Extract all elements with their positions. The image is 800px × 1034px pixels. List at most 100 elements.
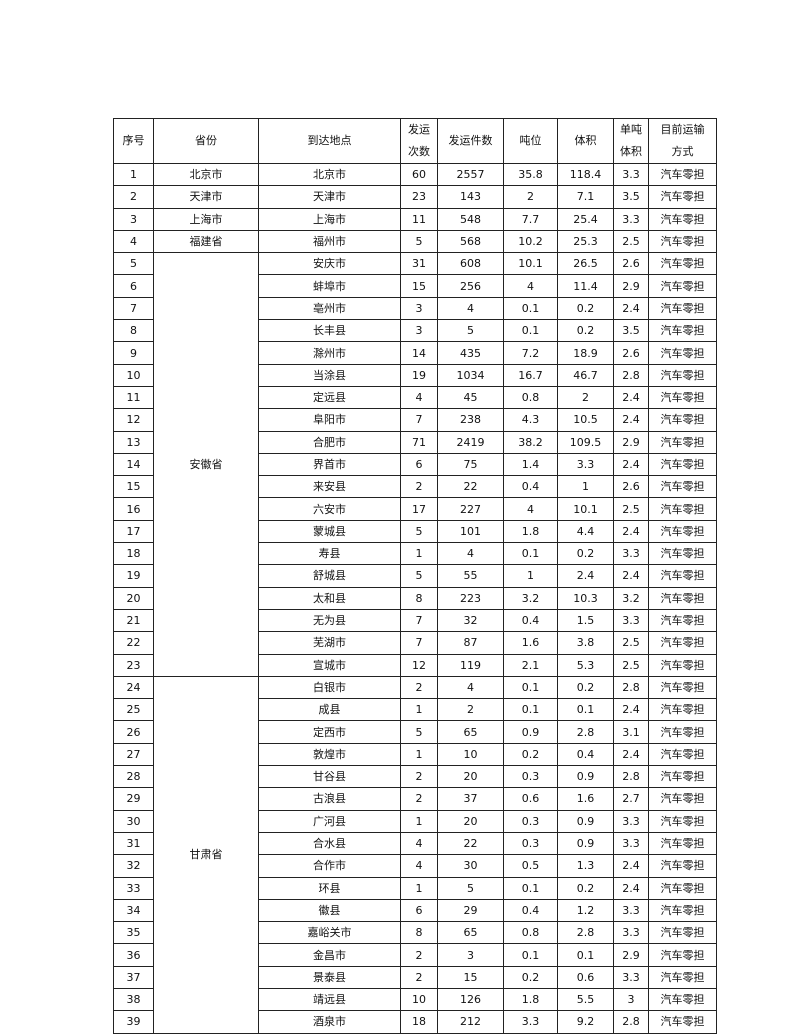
transport-mode-cell: 汽车零担 xyxy=(648,207,717,231)
volume-cell: 10.3 xyxy=(557,586,614,610)
table-row: 16 六安市 17 227 4 10.1 2.5 汽车零担 xyxy=(113,497,717,521)
index-cell: 34 xyxy=(113,898,154,923)
trips-cell: 60 xyxy=(400,162,438,187)
index-cell: 37 xyxy=(113,965,154,989)
tonnage-cell: 3.2 xyxy=(503,586,558,610)
tonnage-cell: 0.1 xyxy=(503,698,558,722)
trips-cell: 11 xyxy=(400,207,438,231)
volume-per-ton-cell: 3.3 xyxy=(613,162,649,187)
volume-cell: 5.3 xyxy=(557,653,614,677)
header-col-transport-mode: 目前运输 方式 xyxy=(648,118,717,164)
index-cell: 6 xyxy=(113,274,154,298)
destination-cell: 定西市 xyxy=(258,720,401,744)
table-row: 34 徽县 6 29 0.4 1.2 3.3 汽车零担 xyxy=(113,898,717,923)
index-cell: 3 xyxy=(113,207,154,231)
tonnage-cell: 10.1 xyxy=(503,252,558,276)
volume-cell: 0.1 xyxy=(557,698,614,722)
volume-cell: 18.9 xyxy=(557,341,614,365)
index-cell: 14 xyxy=(113,452,154,477)
volume-per-ton-cell: 2.5 xyxy=(613,229,649,254)
table-row: 30 广河县 1 20 0.3 0.9 3.3 汽车零担 xyxy=(113,809,717,833)
destination-cell: 嘉峪关市 xyxy=(258,921,401,945)
table-row: 1 北京市 北京市 60 2557 35.8 118.4 3.3 汽车零担 xyxy=(113,162,717,187)
volume-per-ton-cell: 2.6 xyxy=(613,341,649,365)
transport-mode-cell: 汽车零担 xyxy=(648,564,717,588)
transport-mode-cell: 汽车零担 xyxy=(648,475,717,499)
transport-mode-cell: 汽车零担 xyxy=(648,274,717,298)
destination-cell: 蒙城县 xyxy=(258,519,401,544)
trips-cell: 7 xyxy=(400,608,438,633)
trips-cell: 14 xyxy=(400,341,438,365)
volume-per-ton-cell: 2.5 xyxy=(613,631,649,655)
tonnage-cell: 4.3 xyxy=(503,408,558,432)
destination-cell: 芜湖市 xyxy=(258,631,401,655)
trips-cell: 6 xyxy=(400,898,438,923)
volume-per-ton-cell: 2.8 xyxy=(613,765,649,789)
destination-cell: 上海市 xyxy=(258,207,401,231)
pieces-cell: 20 xyxy=(437,809,504,833)
tonnage-cell: 0.4 xyxy=(503,608,558,633)
tonnage-cell: 0.6 xyxy=(503,787,558,811)
pieces-cell: 5 xyxy=(437,319,504,343)
destination-cell: 合作市 xyxy=(258,854,401,878)
volume-cell: 1 xyxy=(557,475,614,499)
volume-cell: 5.5 xyxy=(557,987,614,1012)
volume-per-ton-cell: 2.7 xyxy=(613,787,649,811)
table-row: 18 寿县 1 4 0.1 0.2 3.3 汽车零担 xyxy=(113,542,717,566)
volume-cell: 2 xyxy=(557,385,614,410)
tonnage-cell: 38.2 xyxy=(503,430,558,454)
destination-cell: 合水县 xyxy=(258,831,401,856)
transport-mode-cell: 汽车零担 xyxy=(648,296,717,321)
volume-cell: 11.4 xyxy=(557,274,614,298)
pieces-cell: 75 xyxy=(437,452,504,477)
transport-mode-cell: 汽车零担 xyxy=(648,385,717,410)
table-row: 5 安徽省 安庆市 31 608 10.1 26.5 2.6 汽车零担 xyxy=(113,252,717,677)
province-cell: 天津市 xyxy=(153,185,259,209)
destination-cell: 来安县 xyxy=(258,475,401,499)
tonnage-cell: 10.2 xyxy=(503,229,558,254)
index-cell: 29 xyxy=(113,787,154,811)
volume-per-ton-cell: 2.9 xyxy=(613,430,649,454)
destination-cell: 舒城县 xyxy=(258,564,401,588)
volume-per-ton-cell: 3.2 xyxy=(613,586,649,610)
transport-mode-cell: 汽车零担 xyxy=(648,341,717,365)
pieces-cell: 143 xyxy=(437,185,504,209)
transport-mode-cell: 汽车零担 xyxy=(648,631,717,655)
tonnage-cell: 0.4 xyxy=(503,475,558,499)
transport-mode-cell: 汽车零担 xyxy=(648,162,717,187)
trips-cell: 2 xyxy=(400,943,438,967)
index-cell: 26 xyxy=(113,720,154,744)
destination-cell: 白银市 xyxy=(258,675,401,700)
volume-cell: 0.2 xyxy=(557,542,614,566)
destination-cell: 蚌埠市 xyxy=(258,274,401,298)
trips-cell: 17 xyxy=(400,497,438,521)
trips-cell: 15 xyxy=(400,274,438,298)
index-cell: 19 xyxy=(113,564,154,588)
table-row: 29 古浪县 2 37 0.6 1.6 2.7 汽车零担 xyxy=(113,787,717,811)
table-row: 3 上海市 上海市 11 548 7.7 25.4 3.3 汽车零担 xyxy=(113,207,717,231)
volume-cell: 10.5 xyxy=(557,408,614,432)
volume-per-ton-cell: 2.9 xyxy=(613,943,649,967)
trips-cell: 2 xyxy=(400,965,438,989)
volume-per-ton-cell: 3.1 xyxy=(613,720,649,744)
table-row: 26 定西市 5 65 0.9 2.8 3.1 汽车零担 xyxy=(113,720,717,744)
tonnage-cell: 0.8 xyxy=(503,921,558,945)
transport-mode-cell: 汽车零担 xyxy=(648,185,717,209)
pieces-cell: 65 xyxy=(437,921,504,945)
trips-cell: 12 xyxy=(400,653,438,677)
trips-cell: 1 xyxy=(400,542,438,566)
trips-cell: 5 xyxy=(400,720,438,744)
trips-cell: 7 xyxy=(400,408,438,432)
volume-cell: 2.8 xyxy=(557,720,614,744)
tonnage-cell: 1.8 xyxy=(503,987,558,1012)
index-cell: 32 xyxy=(113,854,154,878)
trips-cell: 1 xyxy=(400,698,438,722)
destination-cell: 太和县 xyxy=(258,586,401,610)
table-row: 24 甘肃省 白银市 2 4 0.1 0.2 2.8 汽车零担 xyxy=(113,675,717,1034)
trips-cell: 2 xyxy=(400,787,438,811)
header-row: 序号 省份 到达地点 发运 次数 发运件数 吨位 体积 单吨 体积 目前运输 方式 xyxy=(113,118,717,164)
tonnage-cell: 2.1 xyxy=(503,653,558,677)
transport-mode-cell: 汽车零担 xyxy=(648,608,717,633)
trips-cell: 4 xyxy=(400,831,438,856)
table-row: 21 无为县 7 32 0.4 1.5 3.3 汽车零担 xyxy=(113,608,717,633)
